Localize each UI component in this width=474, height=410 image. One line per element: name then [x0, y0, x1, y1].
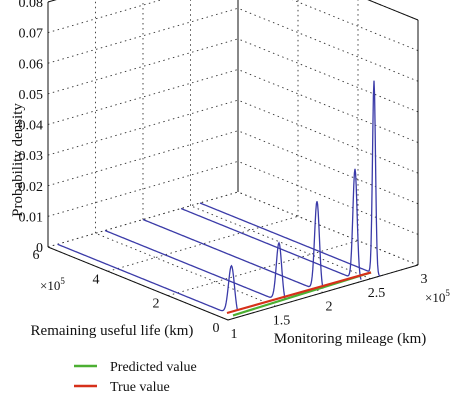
grid-line-back-z: [47, 7, 239, 64]
z-tick-label: 0: [36, 241, 43, 256]
z-tick-label: 0.06: [19, 57, 44, 72]
z-tick-label: 0.02: [19, 180, 44, 195]
x-multiplier: ×105: [425, 288, 450, 305]
pdf-curve: [104, 229, 286, 299]
grid-line-floor-x: [190, 205, 371, 280]
grid-line-right-z: [367, 0, 419, 21]
legend: Predicted value True value: [74, 360, 197, 395]
series-line-true-value: [226, 271, 372, 315]
grid-line-right-z: [237, 130, 419, 205]
pdf-curve: [199, 80, 381, 277]
line-layer: [226, 271, 372, 317]
z-axis-label: Probability density: [10, 103, 26, 217]
grid-line-right-z: [237, 160, 419, 235]
y-tick-label: 4: [93, 272, 100, 287]
z-tick-label: 0.03: [19, 149, 44, 164]
x-axis-label: Monitoring mileage (km): [274, 331, 426, 347]
grid-line-floor-x: [95, 232, 276, 307]
y-multiplier: ×105: [40, 276, 65, 293]
x-tick-label: 1.5: [273, 313, 291, 328]
z-tick-label: 0.08: [19, 0, 44, 11]
grid-line-back-z: [47, 69, 239, 125]
grid-line-right-z: [237, 7, 419, 82]
grid-line-right-z: [291, 0, 419, 52]
y-tick-label: 2: [153, 297, 160, 312]
x-tick-label: 2.5: [368, 286, 386, 301]
y-tick-label: 6: [33, 248, 40, 263]
legend-label-predicted: Predicted value: [110, 360, 197, 375]
x-tick-label: 1: [231, 327, 238, 342]
axis-edge: [227, 264, 419, 321]
pdf-curve: [180, 168, 362, 280]
grid-line-right-z: [237, 99, 419, 174]
label-layer: Probability density Remaining useful lif…: [10, 103, 450, 347]
grid-line-back-z: [47, 0, 57, 3]
axis-edge: [47, 0, 57, 3]
z-tick-label: 0.05: [19, 88, 44, 103]
z-tick-label: 0.04: [19, 119, 44, 134]
y-tick-label: 0: [213, 321, 220, 336]
axis-layer: 0 0.01 0.02 0.03 0.04 0.05 0.06 0.07 0.08 0 2 4 6 1 1.…: [19, 0, 428, 342]
x-tick-label: 3: [421, 272, 428, 287]
grid-line-right-z: [237, 38, 419, 113]
pdf-curve: [57, 243, 239, 312]
grid-line-back-z: [47, 38, 239, 95]
axis-edge: [367, 0, 419, 21]
legend-label-true: True value: [110, 380, 170, 395]
z-tick-label: 0.07: [19, 27, 44, 42]
grid-line-back-z: [47, 0, 163, 34]
pdf-curve: [142, 201, 324, 289]
y-axis-label: Remaining useful life (km): [31, 323, 194, 339]
grid-line-right-z: [237, 69, 419, 143]
grid-line-floor-x: [237, 191, 419, 266]
z-tick-label: 0.01: [19, 210, 44, 225]
x-tick-label: 2: [326, 300, 333, 315]
axis-edge: [47, 246, 229, 321]
curve-layer: [57, 80, 381, 312]
